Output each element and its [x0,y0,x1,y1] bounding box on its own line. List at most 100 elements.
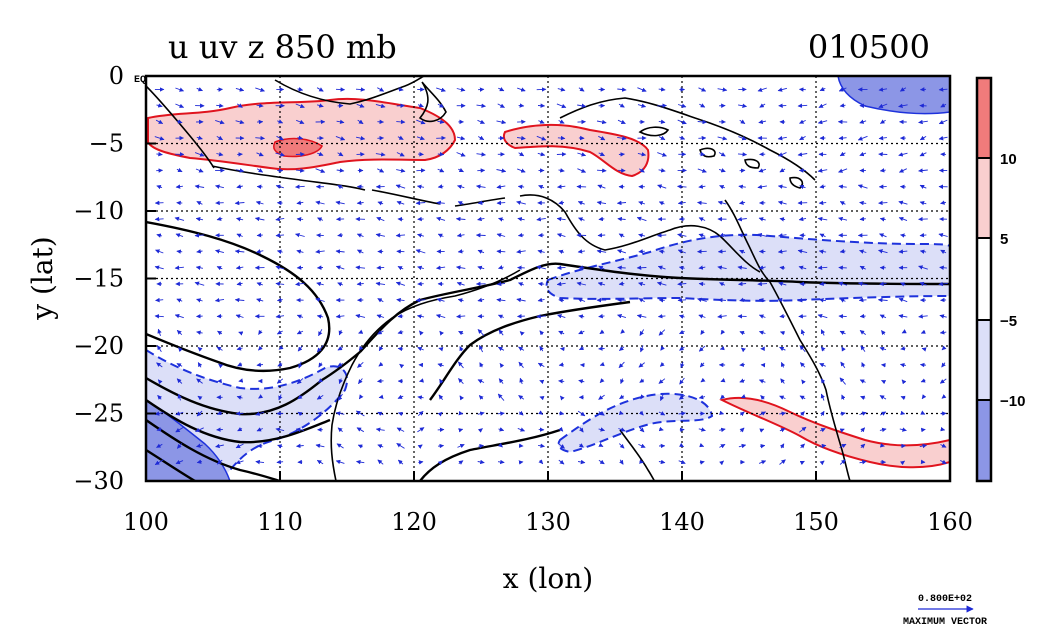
wind-vector [519,377,524,385]
wind-vector [940,103,947,108]
wind-vector [455,216,466,222]
wind-vector [878,87,888,92]
wind-vector [216,103,224,108]
wind-vector [296,378,304,385]
wind-vector [236,217,244,222]
wind-vector [758,330,766,335]
wind-vector [156,362,163,368]
wind-vector [295,168,305,173]
wind-vector [275,314,285,319]
wind-vector [797,249,808,254]
x-tick-label: 150 [793,508,839,536]
wind-vector [256,232,263,238]
wind-vector [920,427,926,433]
wind-vector [237,362,243,367]
wind-vector [258,394,264,399]
wind-vector [277,362,283,367]
coast-java [211,165,366,191]
wind-vector [496,233,506,238]
wind-vector [638,168,645,173]
wind-vector [318,362,323,368]
wind-vector [817,265,828,270]
wind-vector [599,361,605,367]
wind-vector [881,330,886,336]
wind-vector [779,330,785,336]
wind-vector [638,281,646,287]
wind-vector [739,378,745,383]
wind-vector [939,314,947,319]
wind-vector [496,249,506,254]
wind-vector [418,460,424,465]
wind-vector [358,378,363,385]
wind-vector [417,427,425,433]
wind-vector [276,378,284,384]
wind-vector [378,394,384,399]
wind-vector [517,168,526,173]
wind-vector [377,168,385,173]
wind-vector [296,216,304,222]
wind-vector [456,152,466,157]
wind-vector [717,265,727,270]
wind-vector [258,329,263,335]
wind-vector [539,345,544,352]
wind-vector [215,443,224,449]
wind-vector [335,459,345,465]
wind-vector [357,119,364,125]
shade-negative-central-australia [557,392,714,454]
wind-vector [799,184,806,190]
wind-vector [178,347,183,353]
coast-west-australia [330,269,521,481]
y-tick-label: −20 [73,332,124,360]
wind-vector [458,330,464,336]
wind-vector [516,249,526,254]
wind-vector [717,314,727,319]
wind-vector [779,443,785,449]
wind-vector [898,249,908,254]
wind-vector [437,184,444,189]
y-tick-label: −5 [89,130,124,158]
wind-vector [538,185,545,190]
wind-vector [297,135,304,141]
wind-vector [717,200,727,206]
wind-vector [898,200,908,205]
wind-vector [497,411,505,416]
wind-vector [941,345,947,351]
wind-vector [938,281,948,287]
wind-vector [477,459,485,465]
wind-vector [316,395,324,400]
wind-vector [255,135,265,141]
wind-vector [275,152,285,157]
wind-vector [598,427,606,432]
wind-vector [698,314,706,319]
wind-vector [859,379,866,384]
wind-vector [900,346,906,351]
wind-vector [857,135,868,141]
wind-vector [738,443,747,449]
wind-vector [155,119,164,125]
wind-vector [720,394,725,400]
wind-vector [194,233,205,238]
wind-vector [617,249,627,254]
wind-vector [237,426,243,432]
wind-vector [939,330,947,335]
wind-vector [838,184,847,189]
wind-vector [558,459,565,465]
wind-vector [658,168,666,173]
wind-vector [399,363,405,369]
wind-vector [698,394,706,400]
wind-vector [538,119,545,124]
wind-vector [396,427,405,432]
wind-vector [155,249,164,254]
wind-vector [598,442,604,448]
wind-vector [597,184,606,189]
wind-vector [517,135,526,141]
wind-vector [295,184,305,189]
wind-vector [459,395,465,401]
wind-vector [758,265,766,270]
wind-vector [758,298,766,303]
wind-vector [278,345,284,350]
wind-vector [577,410,586,417]
wind-vector [818,103,827,108]
wind-vector [698,87,707,92]
